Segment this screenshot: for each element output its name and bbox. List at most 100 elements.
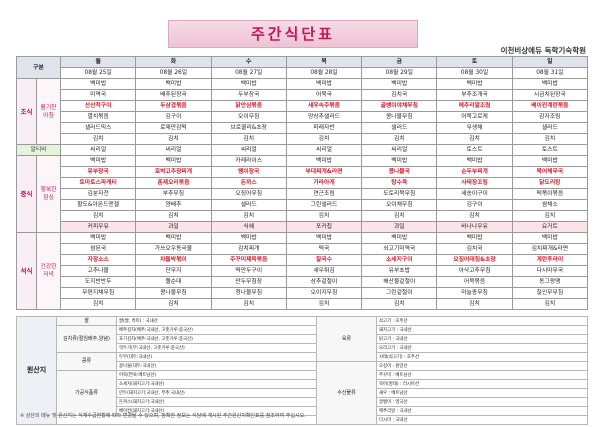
title: 주간식단표 [168,20,418,48]
menu-item: 유부장국 [60,166,137,178]
origin-row: 다시마 : 국내산 [17,415,588,425]
menu-item: 오이무침 [210,111,287,123]
menu-row: 황도&아몬드앤젤 양배추 샐러드 그린샐러드 오이채무침 김구이 쌈채소 [17,199,589,211]
menu-item: 백미밥 [436,232,513,244]
menu-item: 카레라이스 [210,155,287,167]
date: 08월 31일 [511,67,589,79]
menu-item: 백미밥 [436,155,513,167]
menu-row: 멸치볶음 김구이 오이무침 양상추샐러드 콩나물무침 어묵고로케 감자조림 [17,111,589,123]
menu-row: 산산적구이 두삼겹볶음 닭안심볶음 새우숙주볶음 골뱅이야채무침 메추리알조림 베이컨계란볶… [17,100,589,112]
date: 08월 25일 [60,67,137,79]
origin-item: 주꾸미 : 베트남산 [376,370,588,380]
menu-item: 김치찌개&라면 [511,243,589,255]
menu-item: 토스트 [511,144,589,156]
menu-item: 샐러드 [511,122,589,134]
menu-item: 고추나물 [60,265,137,277]
menu-row: 샐러드믹스 로제만감떡 브로콜리&초장 파래자반 샐러드 무생채 샐러드 [17,122,589,134]
menu-item: 무편지채무침 [60,287,137,299]
menu-item: 떡만두구이 [210,265,287,277]
menu-item: 김치 [60,133,137,145]
menu-item: 과일 [135,221,212,233]
origin-item: 소세지(돼지고기:국내산) [116,379,317,389]
menu-item: 콩나물무침 [361,111,438,123]
menu-item: 김구이 [436,199,513,211]
menu-item: 백미밥 [60,78,137,90]
menu-item: 백미밥 [210,78,287,90]
menu-table: 구분 월 화 수 목 금 토 일 08월 25일 08월 26일 08월 27일 08월 28일 08월… [15,56,589,310]
menu-item: 김치 [361,133,438,145]
menu-item: 소세지구이 [361,254,438,266]
menu-item: 가쓰오우동국물 [135,243,212,255]
menu-row: 미역국 배추된장국 두부장국 어묵국 김치국 부추조개국 시금치된장국 [17,89,589,101]
menu-item: 김치 [135,133,212,145]
day: 목 [285,56,363,68]
meal-subtitle: 활기찬 아침 [35,78,62,145]
menu-item: 청나물무침 [210,287,287,299]
origin-item: 다시마 : 국내산 [376,415,588,425]
meal-name: 중식 [16,155,37,233]
menu-item: 콩나물국 [361,166,438,178]
menu-item: 김치 [436,133,513,145]
menu-item: 샐러드믹스 [60,122,137,134]
menu-item: 씨리얼 [210,144,287,156]
origin-item: 닭고기 : 국내산 [376,334,588,344]
menu-item: 요거트 [511,221,589,233]
menu-row: 커피우유 과일 식혜 포카칩 과일 바나나우유 요거트 [17,221,589,233]
meal-subtitle: 건강한 저녁 [35,232,62,310]
menu-item: 부대찌개&라면 [285,166,363,178]
origin-item: 어묵(연육:베트남산) [116,370,317,380]
menu-item: 북어채무국 [511,166,589,178]
menu-item: 백미밥 [285,78,363,90]
menu-item: 씨리얼 [60,144,137,156]
menu-row: 토마토스파게티 훈제오리볶음 돈까스 가라아게 탕수육 사태장조림 닭도리탕 [17,177,589,189]
menu-item: 주꾸미제육볶음 [210,254,287,266]
menu-item: 김치 [135,298,212,310]
menu-item: 가라아게 [285,177,363,189]
menu-item: 아삭고추무침 [436,265,513,277]
menu-item: 닭도리탕 [511,177,589,189]
menu-item: 그린겉절이 [361,287,438,299]
menu-item: 부추무침 [135,188,212,200]
menu-item: 김치 [60,298,137,310]
origin-category: 쌀 [56,316,117,326]
menu-item: 오징어데침&초장 [436,254,513,266]
menu-item: 양상추샐러드 [285,111,363,123]
origin-item: 오징어 : 원양산 [376,361,588,371]
menu-item: 백미밥 [361,232,438,244]
menu-item: 김치 [285,133,363,145]
menu-item: 만두무침장 [210,276,287,288]
menu-item: 쫄순대 [135,276,212,288]
date: 08월 26일 [135,67,212,79]
day: 화 [135,56,212,68]
menu-item: 칠인무무침 [511,287,589,299]
menu-item: 황도&아몬드앤젤 [60,199,137,211]
menu-item: 김치 [210,133,287,145]
menu-item: 씨리얼 [135,144,212,156]
menu-item: 과일 [361,221,438,233]
menu-item: 다시마무국 [511,265,589,277]
date-row: 08월 25일 08월 26일 08월 27일 08월 28일 08월 29일 08월 3… [17,67,589,79]
menu-item: 훈제오리볶음 [135,177,212,189]
menu-item: 무생채 [436,122,513,134]
menu-item: 김분자전 [60,188,137,200]
menu-item: 새우숙주볶음 [285,100,363,112]
day: 토 [436,56,513,68]
menu-item: 김치찌개 [210,243,287,255]
menu-item: 떡국 [285,243,363,255]
menu-row: 자장소스 차돌박볶이 주꾸미제육볶음 찰국수 소세지구이 오징어데침&초장 계란후라이 [17,254,589,266]
menu-item: 김치 [511,298,589,310]
menu-item: 오징어무침 [210,188,287,200]
menu-item: 자장소스 [60,254,137,266]
menu-item: 토마토스파게티 [60,177,137,189]
menu-item: 샐러드 [210,199,287,211]
extra-row: 알티비 씨리얼 씨리얼 씨리얼 씨리얼 씨리얼 토스트 토스트 [15,144,589,156]
menu-item: 브로콜리&초장 [210,122,287,134]
menu-row: 중식 행복한 점심 백미밥 백미밥 카레라이스 백미밥 백미밥 백미밥 백미밥 [16,155,589,233]
menu-item: 마늘종무침 [436,287,513,299]
menu-item: 씨리얼 [361,144,438,156]
menu-item: 김구이 [135,111,212,123]
origin-item: 포기김치(배추:국내산, 고춧가루:중국산) [116,334,317,344]
menu-item: 바나나우유 [436,221,513,233]
menu-item: 포카칩 [285,221,363,233]
day: 일 [511,56,589,68]
